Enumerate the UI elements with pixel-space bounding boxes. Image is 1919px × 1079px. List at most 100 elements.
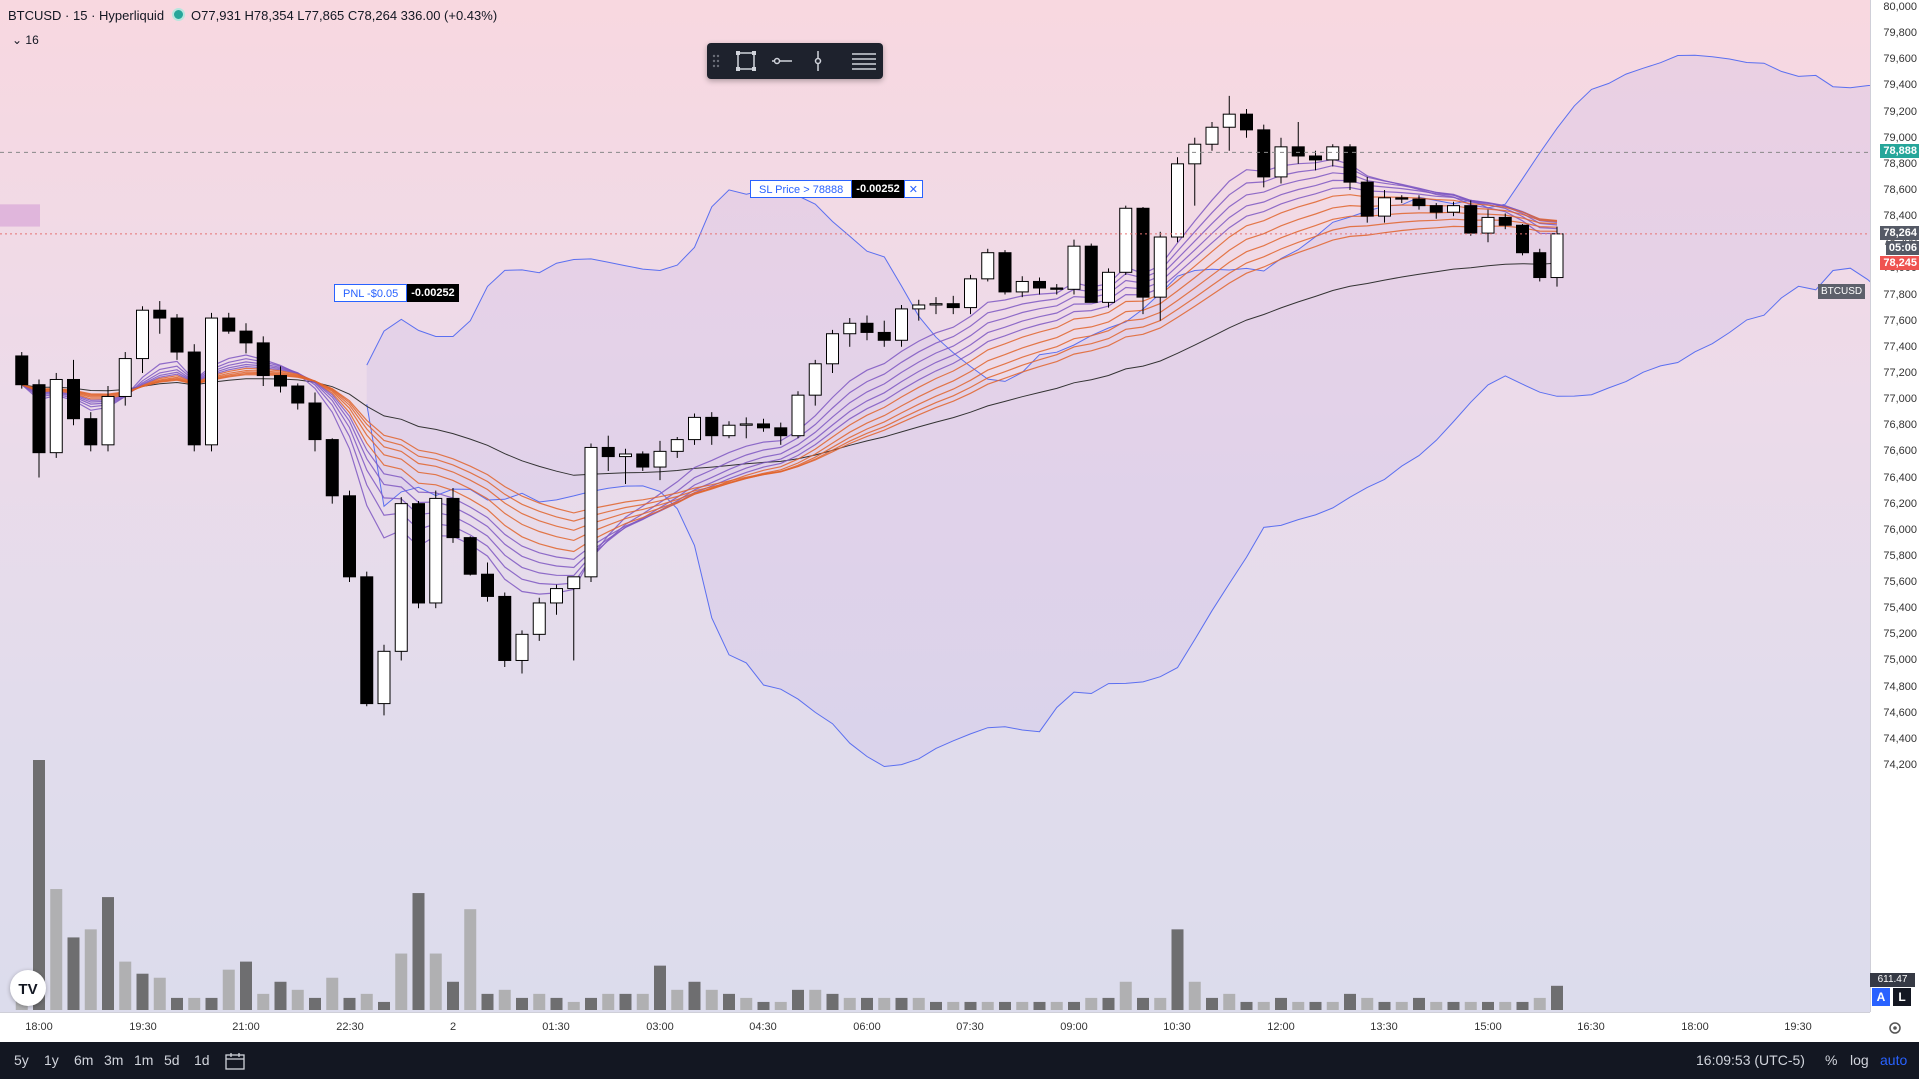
volume-bar: [309, 997, 321, 1010]
timeframe-button-1d[interactable]: 1d: [194, 1052, 210, 1068]
volume-bar: [740, 997, 753, 1010]
timeframe-button-1m[interactable]: 1m: [134, 1052, 154, 1068]
volume-bar: [705, 989, 718, 1010]
timeframe-button-3m[interactable]: 3m: [104, 1052, 124, 1068]
time-tick-label: 09:00: [1060, 1021, 1088, 1033]
price-tick-label: 79,200: [1883, 105, 1917, 118]
bearish-candle: [1257, 129, 1271, 178]
volume-bar: [1257, 1001, 1270, 1010]
bullish-candle: [205, 317, 218, 446]
bullish-candle: [1447, 205, 1460, 213]
bearish-candle: [1395, 197, 1409, 200]
price-tick-label: 79,800: [1883, 27, 1917, 40]
bullish-candle: [1153, 236, 1167, 298]
bearish-candle: [946, 303, 960, 309]
price-tick-label: 79,400: [1883, 79, 1917, 92]
volume-bar: [1275, 997, 1287, 1010]
bearish-candle: [412, 503, 425, 604]
bullish-candle: [929, 303, 943, 306]
pnl-label[interactable]: PNL -$0.05 -0.00252: [334, 284, 459, 302]
bearish-candle: [84, 418, 98, 446]
timeframe-button-6m[interactable]: 6m: [74, 1052, 94, 1068]
bullish-candle: [808, 363, 822, 396]
volume-bar: [343, 997, 356, 1010]
bullish-candle: [1067, 245, 1081, 290]
volume-bar: [153, 977, 166, 1010]
volume-bar: [1085, 997, 1098, 1010]
price-tick-label: 74,600: [1883, 706, 1917, 719]
tradingview-logo-icon[interactable]: TV: [10, 970, 46, 1006]
volume-bar: [1430, 1001, 1443, 1010]
volume-bar: [826, 993, 839, 1010]
bullish-candle: [1274, 146, 1288, 178]
volume-bar: [999, 1001, 1011, 1010]
symbol-title[interactable]: BTCUSD · 15 · Hyperliquid: [8, 8, 165, 23]
settings-gear-icon[interactable]: [1886, 1019, 1904, 1037]
log-scale-button[interactable]: L: [1893, 988, 1911, 1006]
bearish-candle: [1412, 198, 1426, 207]
volume-bar: [878, 997, 891, 1010]
more-lines-menu-icon[interactable]: [849, 49, 879, 73]
bearish-candle: [170, 317, 184, 353]
log-toggle[interactable]: log: [1850, 1052, 1869, 1068]
price-tick-label: 77,400: [1883, 340, 1917, 353]
price-tick-label: 78,600: [1883, 183, 1917, 196]
ribbon-fast-line: [21, 172, 1558, 577]
vertical-line-tool-icon[interactable]: [805, 49, 831, 73]
volume-bar: [1344, 993, 1356, 1010]
volume-bar: [1206, 997, 1218, 1010]
bearish-candle: [1464, 205, 1478, 234]
bearish-candle: [877, 331, 891, 341]
timeframe-button-1y[interactable]: 1y: [44, 1052, 59, 1068]
price-tick-label: 75,000: [1883, 654, 1917, 667]
volume-bar: [102, 897, 114, 1010]
timeframe-button-5y[interactable]: 5y: [14, 1052, 29, 1068]
volume-bar: [1309, 1001, 1322, 1010]
price-tick-label: 75,800: [1883, 549, 1917, 562]
time-tick-label: 06:00: [853, 1021, 881, 1033]
volume-bar: [1240, 1001, 1253, 1010]
countdown-badge: 05:06: [1885, 240, 1919, 255]
volume-bar: [1016, 1001, 1029, 1010]
bullish-candle: [981, 252, 995, 280]
percent-toggle[interactable]: %: [1825, 1052, 1838, 1068]
bullish-candle: [1481, 216, 1495, 234]
bearish-candle: [601, 446, 615, 458]
time-tick-label: 18:00: [25, 1021, 53, 1033]
horizontal-line-tool-icon[interactable]: [769, 49, 795, 73]
chevron-down-icon: ⌄: [12, 33, 23, 47]
date-range-calendar-icon[interactable]: [224, 1051, 246, 1071]
volume-bar: [222, 969, 235, 1010]
volume-bar: [84, 929, 97, 1010]
price-tick-label: 77,200: [1883, 366, 1917, 379]
indicators-toggle[interactable]: ⌄ 16: [12, 33, 39, 47]
volume-bar: [533, 993, 546, 1010]
bullish-candle: [912, 304, 926, 310]
chart-area[interactable]: BTCUSD · 15 · Hyperliquid O77,931 H78,354…: [0, 0, 1870, 1012]
bearish-candle: [1360, 181, 1374, 217]
drag-handle-icon[interactable]: [711, 49, 721, 73]
price-tick-label: 76,600: [1883, 445, 1917, 458]
chart-plot[interactable]: [0, 0, 1870, 1012]
bearish-candle: [1033, 280, 1046, 289]
bullish-candle: [1171, 163, 1184, 238]
close-icon[interactable]: ✕: [903, 180, 923, 198]
time-scale[interactable]: 18:00 19:30 21:00 22:30 2 01:30 03:00 04:30 06:0…: [0, 1012, 1901, 1043]
rectangle-tool-icon[interactable]: [733, 49, 759, 73]
volume-bar: [188, 997, 201, 1010]
bullish-candle: [895, 308, 908, 341]
bearish-candle: [998, 252, 1012, 293]
symbol-header: BTCUSD · 15 · Hyperliquid O77,931 H78,354…: [8, 8, 497, 23]
clock-timezone[interactable]: 16:09:53 (UTC-5): [1696, 1052, 1805, 1068]
price-scale[interactable]: 80,000 79,800 79,600 79,400 79,200 79,000 78,8…: [1870, 0, 1919, 1012]
timeframe-button-5d[interactable]: 5d: [164, 1052, 180, 1068]
bullish-candle: [515, 633, 529, 661]
bearish-candle: [15, 355, 29, 386]
sl-price-label[interactable]: SL Price > 78888 -0.00252 ✕: [750, 180, 923, 198]
auto-toggle[interactable]: auto: [1880, 1052, 1908, 1068]
auto-scale-button[interactable]: A: [1872, 988, 1890, 1006]
bullish-candle: [532, 602, 546, 635]
volume-bar: [1154, 997, 1167, 1010]
volume-bar: [1137, 997, 1149, 1010]
time-tick-label: 10:30: [1163, 1021, 1191, 1033]
